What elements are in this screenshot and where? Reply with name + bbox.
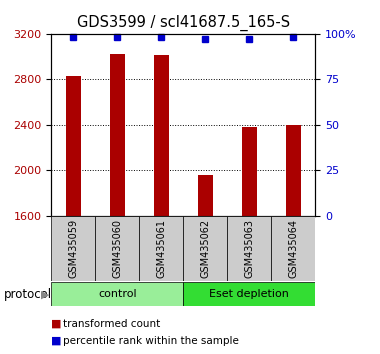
Bar	[109, 54, 125, 216]
Bar	[139, 216, 183, 281]
Text: Eset depletion: Eset depletion	[209, 289, 289, 299]
Text: ■: ■	[51, 319, 62, 329]
Bar	[154, 55, 169, 216]
Text: GSM435064: GSM435064	[288, 219, 298, 278]
Bar	[286, 125, 301, 216]
Text: GSM435063: GSM435063	[244, 219, 254, 278]
Text: control: control	[98, 289, 137, 299]
Text: percentile rank within the sample: percentile rank within the sample	[63, 336, 239, 346]
Bar	[242, 127, 257, 216]
Bar	[227, 216, 271, 281]
Bar	[183, 216, 227, 281]
Text: GSM435059: GSM435059	[68, 219, 78, 278]
Text: GSM435060: GSM435060	[112, 219, 122, 278]
Bar	[198, 175, 213, 216]
Text: GSM435061: GSM435061	[156, 219, 166, 278]
Bar	[95, 216, 139, 281]
Text: GSM435062: GSM435062	[200, 219, 211, 278]
Bar	[51, 282, 183, 306]
Bar	[51, 216, 95, 281]
Bar	[66, 76, 81, 216]
Bar	[271, 216, 315, 281]
Title: GDS3599 / scl41687.5_165-S: GDS3599 / scl41687.5_165-S	[77, 15, 290, 31]
Text: ▶: ▶	[41, 289, 49, 299]
Bar	[183, 282, 315, 306]
Text: protocol: protocol	[4, 288, 52, 301]
Text: transformed count: transformed count	[63, 319, 160, 329]
Text: ■: ■	[51, 336, 62, 346]
